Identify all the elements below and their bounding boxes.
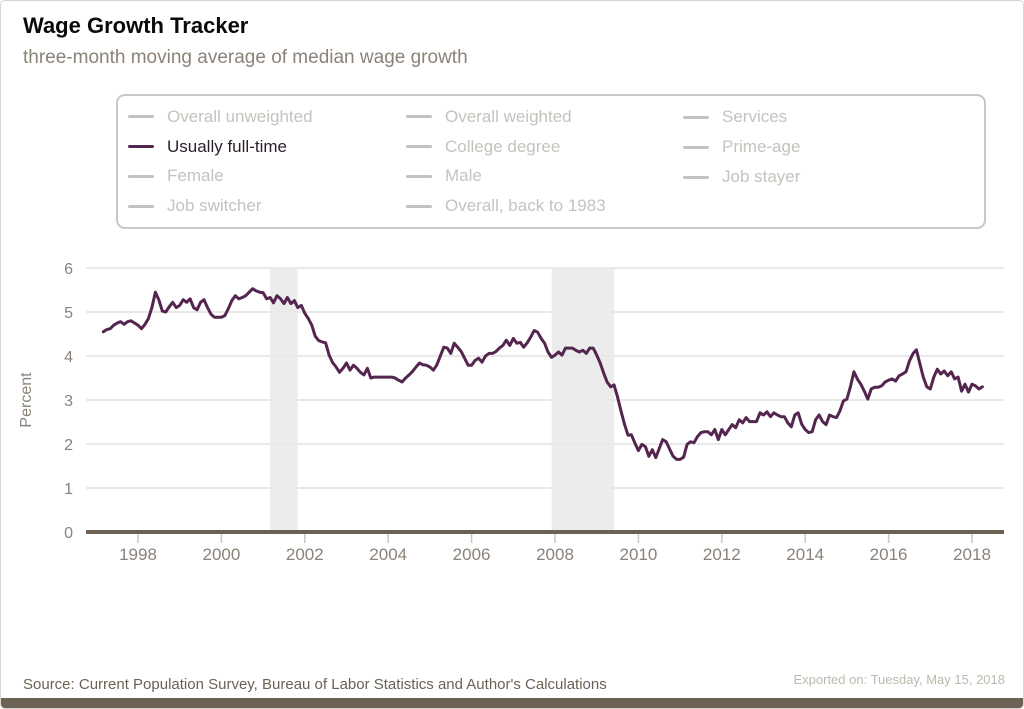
legend-line-swatch bbox=[406, 204, 432, 208]
x-tick-label: 1998 bbox=[119, 545, 157, 564]
page-subtitle: three-month moving average of median wag… bbox=[23, 47, 468, 68]
legend-item-overall-unweighted[interactable]: Overall unweighted bbox=[128, 102, 406, 132]
x-tick-label: 2006 bbox=[453, 545, 491, 564]
legend-item-label: Job switcher bbox=[167, 196, 262, 216]
x-tick-label: 2004 bbox=[369, 545, 407, 564]
legend-line-swatch bbox=[683, 175, 709, 179]
x-tick-label: 2008 bbox=[536, 545, 574, 564]
legend-line-swatch bbox=[128, 204, 154, 208]
legend-line-swatch bbox=[683, 145, 709, 149]
legend-item-label: Services bbox=[722, 107, 788, 126]
y-tick-label: 0 bbox=[64, 525, 73, 542]
x-tick-label: 2014 bbox=[786, 545, 824, 564]
legend-line-swatch bbox=[683, 115, 709, 119]
legend-item-female[interactable]: Female bbox=[128, 162, 406, 192]
legend-line-swatch bbox=[406, 174, 432, 178]
legend-item-label: Overall weighted bbox=[445, 106, 572, 126]
x-tick-label: 2016 bbox=[870, 545, 908, 564]
exported-on-text: Exported on: Tuesday, May 15, 2018 bbox=[793, 672, 1005, 687]
legend-item-job-switcher[interactable]: Job switcher bbox=[128, 191, 406, 221]
legend-line-swatch bbox=[406, 145, 432, 149]
legend-item-job-stayer[interactable]: Job stayer bbox=[683, 162, 984, 192]
legend-box: Overall unweighted Usually full-time Femal… bbox=[116, 94, 986, 229]
y-tick-label: 4 bbox=[64, 349, 73, 366]
legend-item-label: Prime-age bbox=[722, 137, 801, 156]
bottom-accent-bar bbox=[1, 698, 1023, 708]
legend-item-label: Female bbox=[167, 166, 224, 186]
legend-line-swatch bbox=[128, 115, 154, 119]
x-tick-label: 2010 bbox=[619, 545, 657, 564]
legend-line-swatch bbox=[128, 145, 154, 149]
legend-item-usually-full-time[interactable]: Usually full-time bbox=[128, 132, 406, 162]
legend-item-overall-back-to-1983[interactable]: Overall, back to 1983 bbox=[406, 191, 683, 221]
legend-column-3: Services Prime-age Job stayer bbox=[683, 102, 984, 221]
y-tick-label: 5 bbox=[64, 305, 73, 322]
page-title: Wage Growth Tracker bbox=[23, 13, 249, 38]
legend-item-male[interactable]: Male bbox=[406, 162, 683, 192]
x-tick-label: 2000 bbox=[202, 545, 240, 564]
legend-column-2: Overall weighted College degree Male Overal… bbox=[406, 102, 683, 221]
source-text: Source: Current Population Survey, Burea… bbox=[23, 676, 607, 693]
legend-item-prime-age[interactable]: Prime-age bbox=[683, 132, 984, 162]
legend-item-label: Overall, back to 1983 bbox=[445, 196, 606, 216]
legend-line-swatch bbox=[128, 174, 154, 178]
legend-item-label: Job stayer bbox=[722, 167, 801, 186]
legend-item-services[interactable]: Services bbox=[683, 102, 984, 132]
y-tick-label: 3 bbox=[64, 393, 73, 410]
legend-column-1: Overall unweighted Usually full-time Femal… bbox=[128, 102, 406, 221]
legend-item-label: Male bbox=[445, 166, 482, 186]
x-tick-label: 2012 bbox=[703, 545, 741, 564]
legend-item-label: College degree bbox=[445, 136, 561, 156]
y-tick-label: 6 bbox=[64, 261, 73, 278]
y-tick-label: 1 bbox=[64, 481, 73, 498]
legend-item-college-degree[interactable]: College degree bbox=[406, 132, 683, 162]
y-axis-title: Percent bbox=[18, 372, 35, 428]
legend-item-overall-weighted[interactable]: Overall weighted bbox=[406, 102, 683, 132]
legend-line-swatch bbox=[406, 115, 432, 119]
legend-item-label: Usually full-time bbox=[167, 136, 287, 156]
y-tick-label: 2 bbox=[64, 437, 73, 454]
x-tick-label: 2002 bbox=[286, 545, 324, 564]
x-tick-label: 2018 bbox=[953, 545, 991, 564]
series-line-usually-full-time bbox=[101, 287, 984, 461]
legend-item-label: Overall unweighted bbox=[167, 106, 313, 126]
